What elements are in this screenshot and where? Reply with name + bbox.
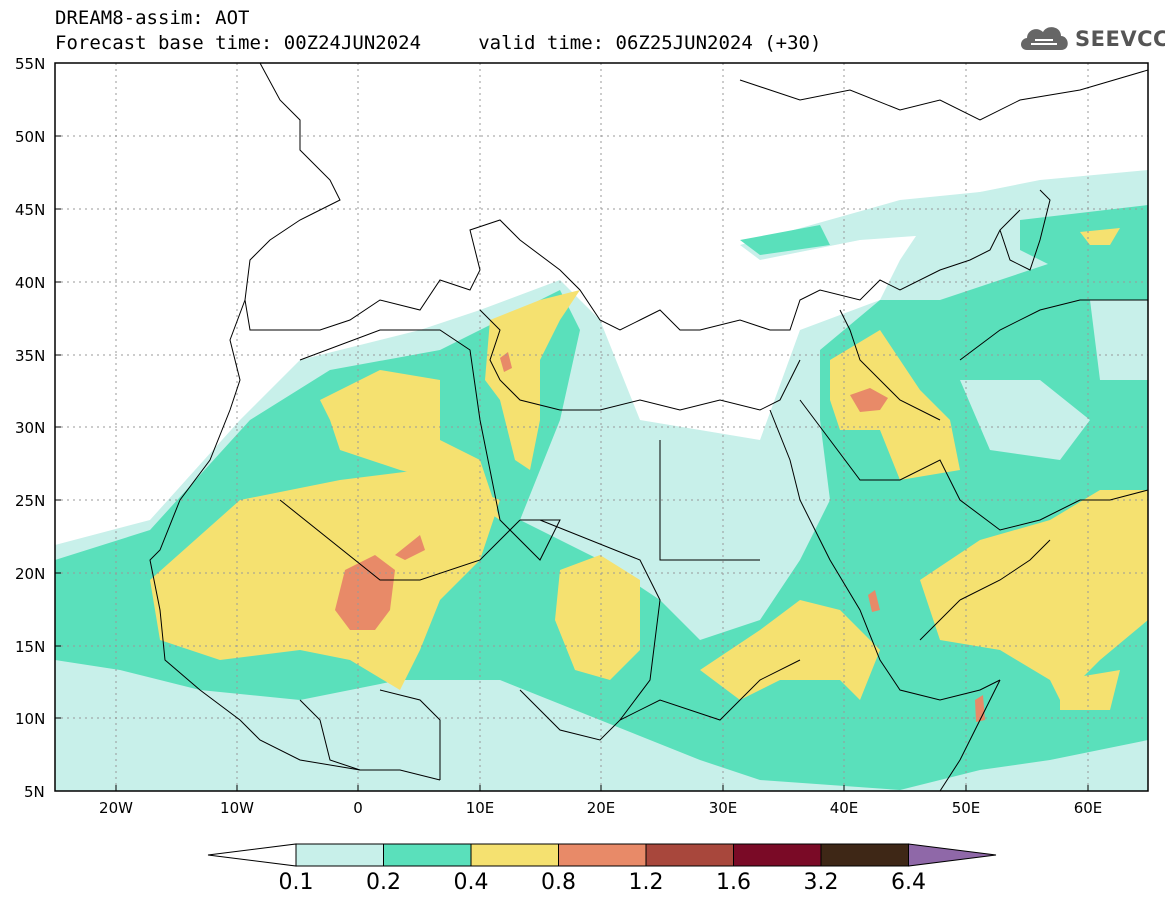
lat-label: 30N [15, 419, 46, 437]
cloud-icon [1021, 27, 1068, 50]
colorbar-over-arrow [908, 843, 997, 867]
colorbar-swatch [820, 843, 909, 867]
lon-label: 40E [829, 799, 859, 817]
colorbar-label: 0.8 [541, 870, 576, 895]
colorbar-swatch [558, 843, 647, 867]
lat-label: 50N [15, 128, 46, 146]
colorbar-label: 0.2 [366, 870, 401, 895]
colorbar-swatch [383, 843, 472, 867]
lon-label: 20E [586, 799, 616, 817]
lat-label: 10N [15, 710, 46, 728]
colorbar-swatch [470, 843, 559, 867]
lat-label: 20N [15, 565, 46, 583]
lat-label: 40N [15, 274, 46, 292]
lat-label: 15N [15, 638, 46, 656]
seevccc-logo: SEEVCCC [1017, 20, 1165, 58]
colorbar-label: 0.4 [453, 870, 489, 895]
colorbar-label: 6.4 [891, 870, 926, 895]
lat-label: 55N [15, 55, 46, 73]
colorbar-swatch [645, 843, 734, 867]
lon-label: 0 [353, 799, 363, 817]
colorbar-label: 1.2 [628, 870, 664, 895]
colorbar-under-arrow [207, 843, 297, 867]
colorbar-swatch [295, 843, 384, 867]
lon-label: 10W [220, 799, 254, 817]
lat-label: 45N [15, 201, 46, 219]
graticule [55, 63, 1148, 791]
lon-label: 10E [465, 799, 495, 817]
coastlines [149, 63, 1148, 791]
lat-label: 5N [24, 783, 45, 801]
lon-label: 50E [951, 799, 981, 817]
lon-label: 60E [1073, 799, 1103, 817]
forecast-time-line: Forecast base time: 00Z24JUN2024 valid t… [55, 32, 822, 54]
lon-label: 30E [708, 799, 738, 817]
colorbar-label: 3.2 [803, 870, 839, 895]
colorbar-label: 1.6 [716, 870, 751, 895]
map-title: DREAM8-assim: AOT [55, 7, 250, 29]
lat-label: 35N [15, 347, 46, 365]
lon-label: 20W [99, 799, 133, 817]
logo-text: SEEVCCC [1075, 27, 1165, 51]
colorbar [207, 843, 997, 867]
colorbar-swatch [733, 843, 822, 867]
axis-ticks [55, 135, 1089, 791]
colorbar-label: 0.1 [278, 870, 314, 895]
lat-label: 25N [15, 492, 46, 510]
